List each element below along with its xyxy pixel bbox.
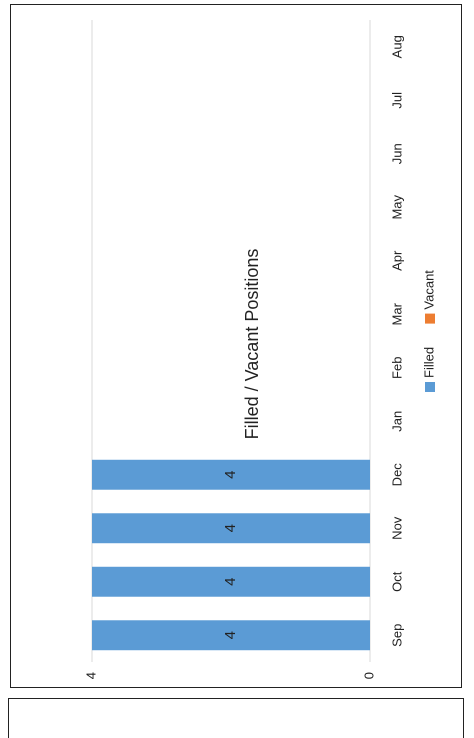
data-label-sep: 4 <box>222 631 239 639</box>
legend-swatch-vacant <box>425 313 435 324</box>
bar-oct <box>92 566 370 597</box>
category-label-jul: Jul <box>389 92 404 109</box>
bars <box>92 459 370 651</box>
lower-border <box>8 698 464 738</box>
bar-nov <box>92 513 370 544</box>
category-label-apr: Apr <box>389 250 404 271</box>
data-label-nov: 4 <box>222 524 239 532</box>
chart-border <box>10 4 462 688</box>
category-label-oct: Oct <box>389 571 404 592</box>
value-tick-label: 4 <box>83 672 98 679</box>
category-label-nov: Nov <box>389 516 404 540</box>
legend-label-vacant: Vacant <box>421 270 436 310</box>
legend: Filled Vacant <box>421 270 436 392</box>
data-label-oct: 4 <box>222 578 239 586</box>
legend-label-filled: Filled <box>421 347 436 378</box>
gridlines <box>91 20 371 662</box>
category-label-mar: Mar <box>389 302 404 325</box>
category-label-jan: Jan <box>389 411 404 432</box>
data-label-dec: 4 <box>222 471 239 479</box>
category-label-sep: Sep <box>389 624 404 647</box>
data-labels: 4 4 4 4 <box>222 471 239 640</box>
category-label-jun: Jun <box>389 143 404 164</box>
legend-swatch-filled <box>425 382 435 392</box>
bar-dec <box>92 459 370 490</box>
chart-title: Filled / Vacant Positions <box>242 249 262 440</box>
value-tick-label: 0 <box>361 672 376 679</box>
category-label-may: May <box>389 194 404 219</box>
value-tick-labels: 04 <box>83 672 376 679</box>
category-label-aug: Aug <box>389 35 404 58</box>
category-labels: Sep Oct Nov Dec Jan Feb Mar Apr May Jun Jul Aug <box>389 35 404 647</box>
category-label-feb: Feb <box>389 357 404 379</box>
category-label-dec: Dec <box>389 463 404 487</box>
bar-sep <box>92 620 370 651</box>
